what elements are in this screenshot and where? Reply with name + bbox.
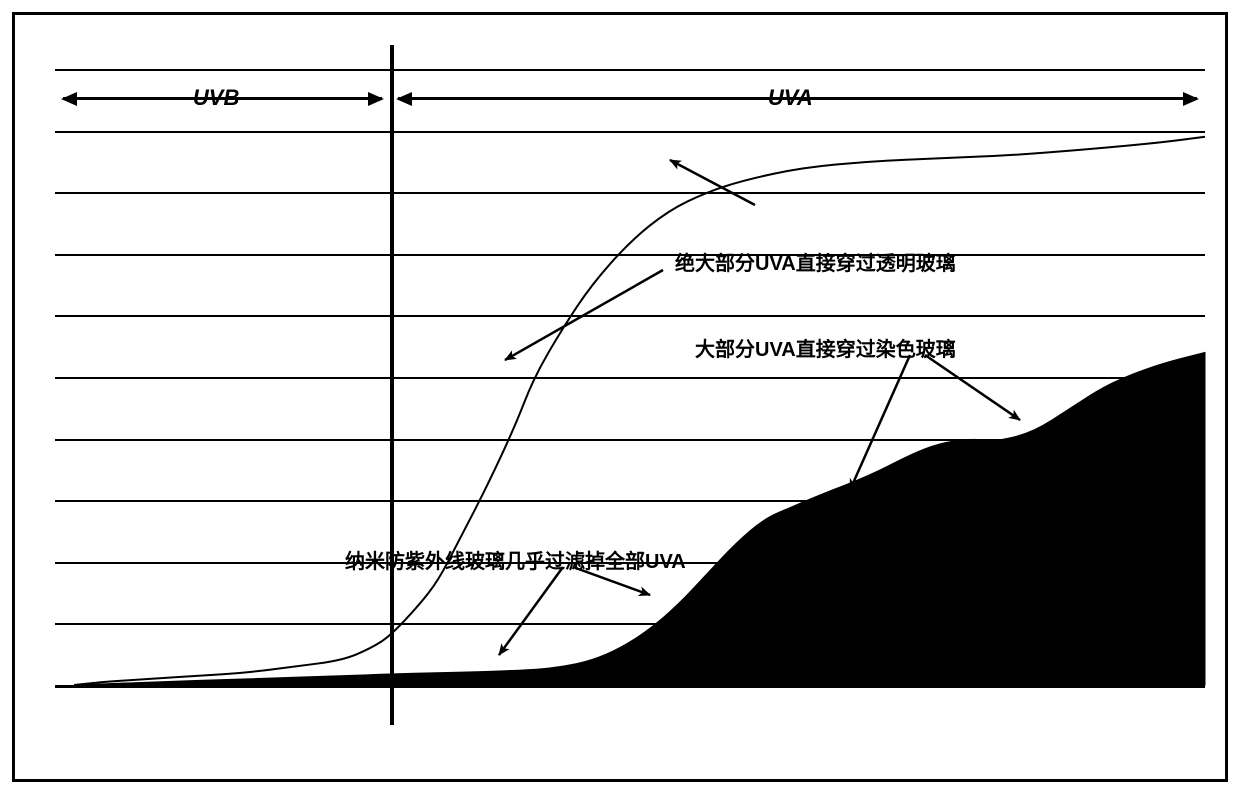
annotation-arrow xyxy=(670,160,755,205)
plot-area: UVB UVA 绝大部分UVA直接穿过透明玻璃 大部分UVA直接穿过染色玻璃 纳… xyxy=(55,45,1205,725)
chart-outer-frame: UVB UVA 绝大部分UVA直接穿过透明玻璃 大部分UVA直接穿过染色玻璃 纳… xyxy=(12,12,1228,782)
annotation-transparent-glass: 绝大部分UVA直接穿过透明玻璃 xyxy=(675,247,956,276)
annotation-arrow xyxy=(499,567,563,655)
annotation-tinted-glass: 大部分UVA直接穿过染色玻璃 xyxy=(695,333,956,362)
chart-svg xyxy=(55,45,1205,725)
annotation-arrow xyxy=(925,355,1020,420)
series-tinted_glass xyxy=(74,352,1205,685)
annotation-arrow xyxy=(505,270,663,360)
annotation-nano-glass: 纳米防紫外线玻璃几乎过滤掉全部UVA xyxy=(345,545,686,574)
